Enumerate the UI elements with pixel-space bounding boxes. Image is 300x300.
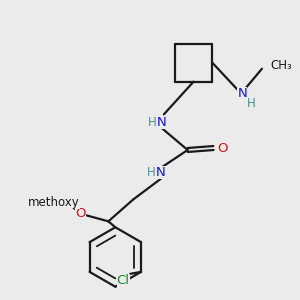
Text: O: O [217, 142, 228, 154]
Text: H: H [147, 166, 155, 179]
Text: H: H [148, 116, 156, 129]
Text: N: N [157, 116, 167, 129]
Text: N: N [156, 166, 166, 179]
Text: methoxy: methoxy [28, 196, 80, 209]
Text: H: H [247, 97, 255, 110]
Text: N: N [237, 87, 247, 100]
Text: CH₃: CH₃ [270, 59, 292, 72]
Text: Cl: Cl [117, 274, 130, 287]
Text: O: O [75, 207, 86, 220]
